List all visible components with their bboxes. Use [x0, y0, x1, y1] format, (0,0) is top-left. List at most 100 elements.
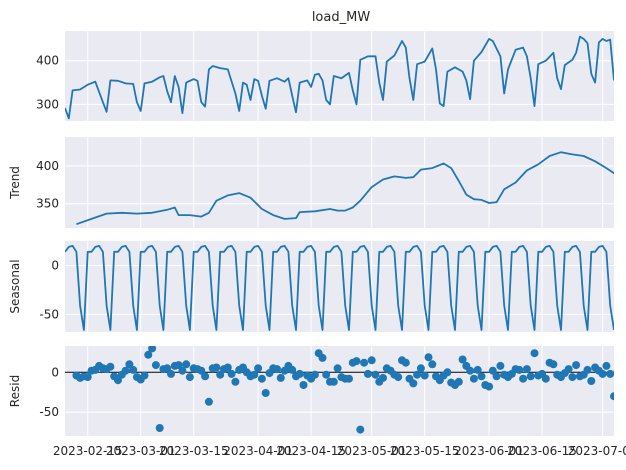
resid-point: [333, 364, 342, 373]
resid-point: [212, 363, 221, 372]
resid-point: [409, 379, 418, 388]
resid-point: [473, 365, 482, 374]
resid-point: [261, 389, 270, 397]
resid-point: [496, 361, 505, 370]
resid-point: [526, 372, 535, 381]
y-tick-label: 0: [51, 258, 59, 272]
resid-point: [568, 373, 577, 382]
resid-point: [223, 363, 232, 372]
resid-point: [204, 397, 213, 406]
resid-point: [443, 368, 452, 377]
y-tick-label: 350: [36, 197, 59, 211]
resid-point: [227, 369, 236, 378]
resid-point: [602, 361, 611, 370]
x-tick-label: 2023-04-01: [223, 444, 293, 458]
resid-point: [167, 369, 175, 378]
y-tick-label: 400: [36, 54, 59, 68]
resid-point: [618, 371, 626, 379]
resid-point: [356, 425, 365, 434]
resid-point: [121, 366, 130, 375]
resid-point: [352, 357, 361, 366]
resid-point: [469, 374, 478, 383]
resid-point: [151, 361, 160, 370]
resid-point: [295, 369, 304, 378]
resid-point: [231, 377, 240, 386]
resid-point: [216, 370, 225, 379]
resid-point: [148, 346, 157, 353]
panel-background: [65, 31, 614, 121]
resid-point: [155, 424, 164, 432]
x-tick-label: 2023-06-15: [507, 444, 577, 458]
resid-point: [515, 365, 524, 374]
resid-point: [606, 369, 614, 378]
resid-point: [477, 372, 486, 381]
y-tick-label: -50: [39, 405, 59, 419]
resid-point: [360, 358, 369, 367]
panel-background: [65, 137, 614, 228]
resid-point: [310, 370, 319, 379]
resid-point: [299, 381, 308, 389]
panel-trend: 350 400 Trend: [8, 137, 614, 228]
panel-observed: 300 400: [36, 31, 614, 121]
resid-point: [428, 360, 437, 369]
trend-series: [76, 151, 614, 226]
seasonal-series: [65, 244, 614, 331]
resid-point: [492, 372, 501, 381]
resid-point: [541, 374, 550, 383]
panel-background: [65, 241, 614, 332]
y-tick-label: 300: [36, 97, 59, 111]
resid-point: [318, 353, 327, 362]
observed-line: [65, 35, 614, 120]
y-axis-label: Resid: [8, 375, 22, 407]
y-tick-label: 0: [51, 365, 59, 379]
x-tick-label: 2023-03-15: [159, 444, 229, 458]
panels: 300 400 350 400 Trend 0 -50 Seasonal 0 -50 Resid: [8, 31, 626, 436]
resid-point: [519, 374, 528, 383]
resid-point: [424, 353, 433, 362]
resid-point: [163, 364, 172, 373]
observed-series: [65, 35, 614, 120]
resid-point: [257, 374, 266, 383]
resid-point: [598, 369, 607, 378]
resid-point: [367, 356, 376, 365]
resid-point: [379, 373, 387, 382]
resid-point: [522, 365, 531, 374]
resid-point: [394, 373, 403, 382]
resid-point: [416, 364, 425, 373]
y-axis-label: Trend: [8, 166, 22, 200]
resid-point: [454, 377, 463, 386]
resid-point: [413, 370, 422, 379]
resid-point: [488, 366, 497, 375]
x-tick-label: 2023-05-01: [337, 444, 407, 458]
y-axis-label: Seasonal: [8, 259, 22, 313]
resid-point: [140, 371, 149, 380]
resid-point: [363, 369, 372, 378]
x-tick-label: 2023-06-01: [454, 444, 524, 458]
resid-point: [185, 373, 194, 382]
resid-point: [174, 361, 183, 370]
resid-point: [178, 366, 187, 375]
x-axis: 2023-02-152023-03-012023-03-152023-04-01…: [53, 444, 626, 458]
resid-point: [613, 369, 614, 372]
resid-point: [530, 349, 539, 358]
resid-point: [420, 371, 429, 380]
seasonal-line: [65, 244, 614, 331]
resid-point: [144, 350, 153, 359]
resid-point: [329, 377, 338, 386]
resid-point: [572, 361, 581, 370]
resid-point: [458, 355, 467, 364]
resid-point: [345, 374, 353, 383]
y-tick-label: -50: [39, 307, 59, 321]
resid-point: [610, 392, 614, 401]
x-tick-label: 2023-07-01: [568, 444, 626, 458]
resid-point: [322, 370, 331, 379]
resid-point: [621, 364, 626, 372]
trend-line: [76, 151, 614, 226]
resid-point: [371, 370, 380, 379]
resid-series: [65, 346, 626, 434]
resid-point: [250, 370, 259, 379]
resid-point: [583, 365, 592, 374]
resid-point: [564, 365, 573, 374]
resid-point: [197, 366, 206, 375]
